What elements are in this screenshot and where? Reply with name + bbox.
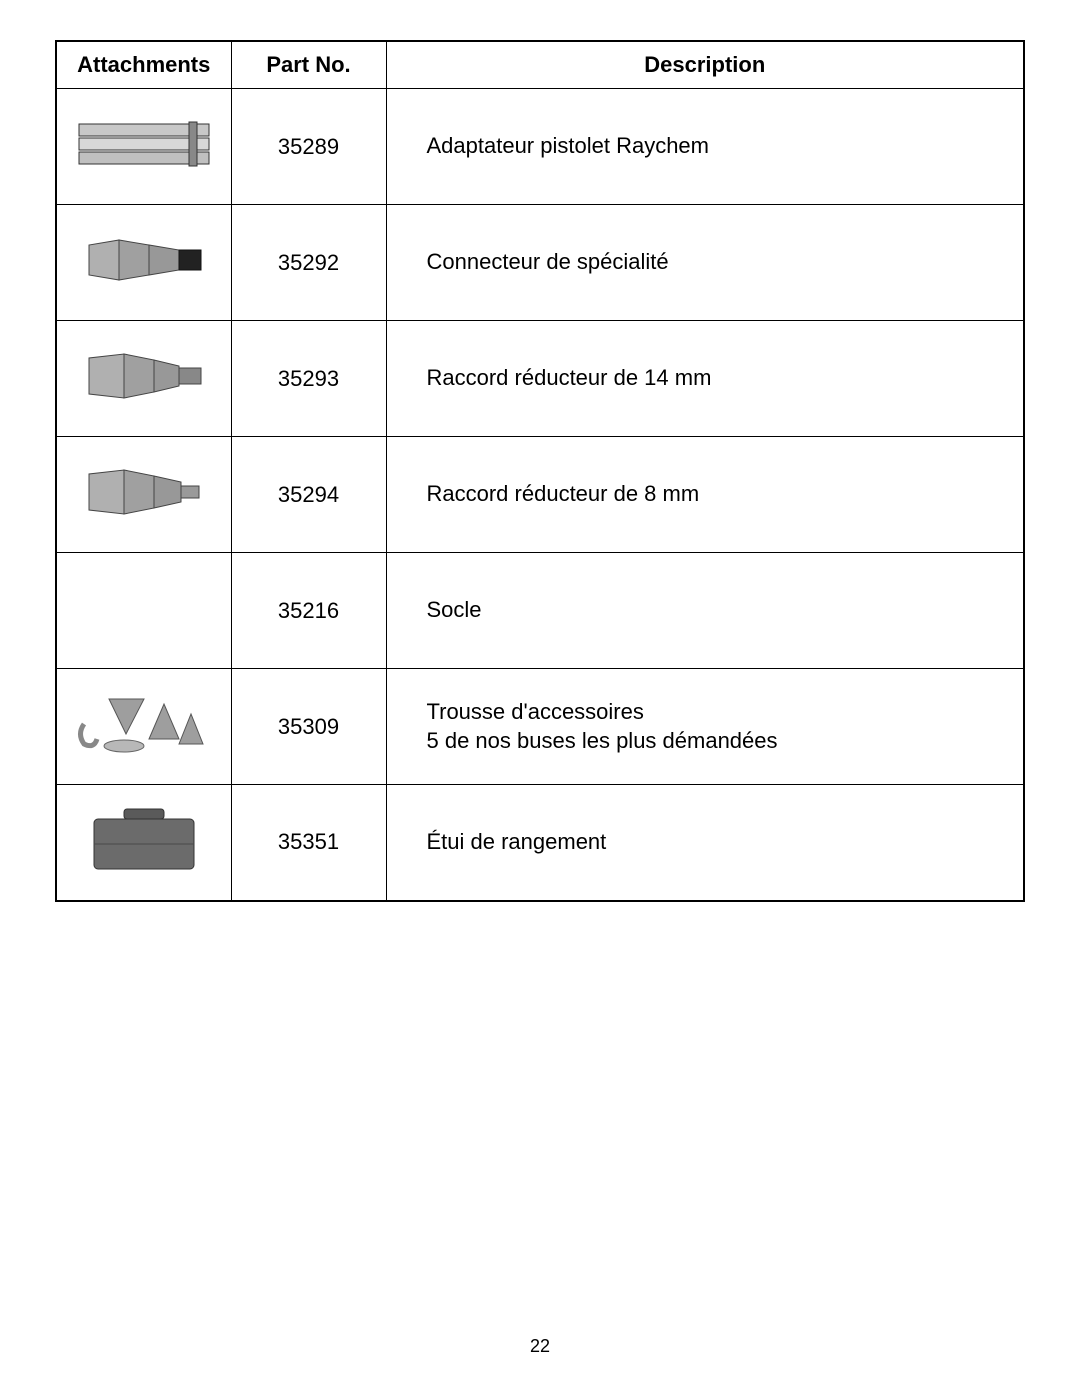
cell-description: Socle	[386, 553, 1024, 669]
specialty-connector-icon	[69, 220, 219, 300]
header-description: Description	[386, 41, 1024, 89]
cell-image	[56, 205, 231, 321]
cell-part-no: 35309	[231, 669, 386, 785]
cell-description: Adaptateur pistolet Raychem	[386, 89, 1024, 205]
cell-image	[56, 785, 231, 901]
attachments-table: Attachments Part No. Description 35289 A…	[55, 40, 1025, 902]
page-number: 22	[0, 1336, 1080, 1357]
table-row: 35309 Trousse d'accessoires5 de nos buse…	[56, 669, 1024, 785]
cell-part-no: 35289	[231, 89, 386, 205]
table-row: 35351 Étui de rangement	[56, 785, 1024, 901]
reducer-8mm-icon	[69, 452, 219, 532]
table-row: 35293 Raccord réducteur de 14 mm	[56, 321, 1024, 437]
cell-part-no: 35292	[231, 205, 386, 321]
header-part-no: Part No.	[231, 41, 386, 89]
storage-case-icon	[69, 799, 219, 879]
reducer-14mm-icon	[69, 336, 219, 416]
table-row: 35216 Socle	[56, 553, 1024, 669]
cell-description: Étui de rangement	[386, 785, 1024, 901]
table-row: 35292 Connecteur de spécialité	[56, 205, 1024, 321]
cell-image	[56, 553, 231, 669]
cell-part-no: 35294	[231, 437, 386, 553]
cell-image	[56, 89, 231, 205]
accessory-kit-icon	[69, 684, 219, 764]
base-stand-icon	[69, 568, 219, 648]
table-row: 35289 Adaptateur pistolet Raychem	[56, 89, 1024, 205]
cell-description: Raccord réducteur de 8 mm	[386, 437, 1024, 553]
cell-part-no: 35351	[231, 785, 386, 901]
table-header-row: Attachments Part No. Description	[56, 41, 1024, 89]
cell-description: Raccord réducteur de 14 mm	[386, 321, 1024, 437]
table-row: 35294 Raccord réducteur de 8 mm	[56, 437, 1024, 553]
cell-image	[56, 321, 231, 437]
cell-image	[56, 669, 231, 785]
cell-image	[56, 437, 231, 553]
cell-part-no: 35216	[231, 553, 386, 669]
cell-description: Trousse d'accessoires5 de nos buses les …	[386, 669, 1024, 785]
cell-description: Connecteur de spécialité	[386, 205, 1024, 321]
header-attachments: Attachments	[56, 41, 231, 89]
raychem-adapter-icon	[69, 104, 219, 184]
cell-part-no: 35293	[231, 321, 386, 437]
